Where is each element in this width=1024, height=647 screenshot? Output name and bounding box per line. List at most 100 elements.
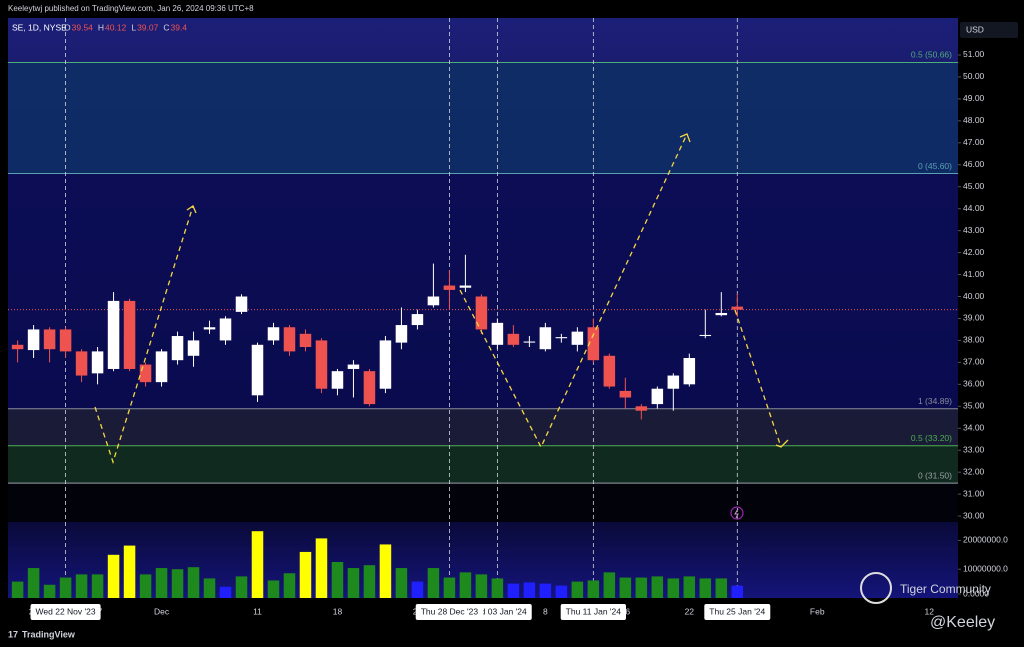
- arrow-head: [679, 133, 691, 143]
- fib-label: 0 (31.50): [918, 470, 952, 480]
- cursor-label-text: Wed 22 Nov '23: [36, 606, 96, 616]
- y-tick-label: 30.00: [963, 510, 985, 520]
- volume-bar: [203, 578, 216, 598]
- volume-bar: [587, 580, 600, 598]
- volume-bar: [507, 583, 520, 598]
- fib-label: 0 (45.60): [918, 161, 952, 171]
- x-tick-label: 8: [543, 606, 548, 616]
- cursor-label: Thu 11 Jan '24: [560, 604, 627, 620]
- y-tick-label: 35.00: [963, 401, 985, 411]
- volume-bar: [363, 565, 376, 598]
- candle-body: [43, 329, 56, 350]
- cursor-label-box: [704, 604, 771, 620]
- candle-body: [667, 375, 680, 389]
- projection-line: [734, 309, 782, 448]
- y-tick-label: 46.00: [963, 159, 985, 169]
- event-icon[interactable]: [730, 506, 744, 520]
- y-tick-label: 33.00: [963, 444, 985, 454]
- volume-bar: [283, 573, 296, 598]
- projection-drawing: [94, 133, 789, 465]
- volume-bar: [459, 572, 472, 598]
- volume-bar: [667, 578, 680, 598]
- y-tick-label: 45.00: [963, 181, 985, 191]
- y-tick-label: 51.00: [963, 49, 985, 59]
- candle-body: [107, 300, 120, 369]
- y-tick-label: 48.00: [963, 115, 985, 125]
- projection-line: [94, 205, 194, 465]
- candle-body: [507, 333, 520, 345]
- volume-bar: [219, 586, 232, 598]
- cursor-label: Thu 28 Dec '23: [415, 604, 484, 620]
- volume-bar: [155, 568, 168, 598]
- candle-body: [91, 351, 104, 374]
- price-axis: [958, 18, 1024, 598]
- currency: USD: [966, 24, 984, 34]
- y-tick-label: 44.00: [963, 203, 985, 213]
- x-tick-label: 12: [924, 606, 934, 616]
- legend-letter: L: [131, 22, 136, 32]
- fib-label: 1 (34.89): [918, 396, 952, 406]
- volume-bar: [379, 544, 392, 598]
- candle-body: [139, 364, 152, 383]
- legend-value: 39.4: [170, 22, 187, 32]
- cursor-label-box: [415, 604, 484, 620]
- candle-body: [571, 331, 584, 345]
- volume-bar: [59, 577, 72, 598]
- cursor-label: Thu 25 Jan '24: [704, 604, 771, 620]
- event-bolt: [734, 508, 739, 519]
- cursor-label-text: Thu 25 Jan '24: [709, 606, 765, 616]
- cursor-label-box: [30, 604, 101, 620]
- candle-body: [187, 340, 200, 356]
- author: @Keeley: [930, 614, 995, 631]
- cursor-label-text: Wed 03 Jan '24: [468, 606, 527, 616]
- candle-body: [123, 300, 136, 369]
- candle-body: [27, 329, 40, 351]
- volume-bar: [523, 582, 536, 598]
- volume-bar: [171, 569, 184, 598]
- volume-bar: [427, 568, 440, 598]
- candle-body: [587, 327, 600, 361]
- y-tick-label: 43.00: [963, 225, 985, 235]
- volume-bar: [107, 554, 120, 598]
- volume-bar: [603, 572, 616, 598]
- arrow-head: [775, 439, 789, 448]
- volume-bar: [411, 581, 424, 598]
- volume-tick-label: 20000000.0: [963, 535, 1008, 545]
- volume-bar: [555, 585, 568, 598]
- volume-bar: [683, 576, 696, 598]
- fib-zone: [8, 62, 958, 174]
- y-tick-label: 37.00: [963, 357, 985, 367]
- y-tick-label: 41.00: [963, 269, 985, 279]
- candle-body: [59, 329, 72, 352]
- volume-bar: [475, 574, 488, 598]
- candle-body: [731, 306, 744, 310]
- candle-body: [443, 285, 456, 290]
- candle-body: [347, 364, 360, 369]
- candle-body: [603, 355, 616, 387]
- fib-zone: [8, 445, 958, 484]
- candle-body: [235, 296, 248, 312]
- volume-tick-label: 10000000.0: [963, 563, 1008, 573]
- y-tick-label: 50.00: [963, 71, 985, 81]
- candle-body: [363, 371, 376, 405]
- volume-bar: [619, 577, 632, 598]
- volume-bar: [27, 568, 40, 598]
- candle-body: [171, 336, 184, 361]
- candle-body: [251, 344, 264, 396]
- y-tick-label: 40.00: [963, 291, 985, 301]
- legend-symbol: SE, 1D, NYSE: [12, 22, 67, 32]
- projection-line: [459, 133, 688, 449]
- candle-body: [219, 318, 232, 341]
- legend-value: 39.54: [72, 22, 94, 32]
- candle-body: [651, 388, 664, 405]
- y-tick-label: 49.00: [963, 93, 985, 103]
- cursor-label-box: [560, 604, 627, 620]
- candle-body: [155, 351, 168, 383]
- volume-bar: [571, 581, 584, 598]
- volume-bar: [267, 580, 280, 598]
- candle-body: [715, 312, 728, 316]
- y-tick-label: 38.00: [963, 335, 985, 345]
- y-tick-label: 39.00: [963, 313, 985, 323]
- volume-bar: [395, 568, 408, 598]
